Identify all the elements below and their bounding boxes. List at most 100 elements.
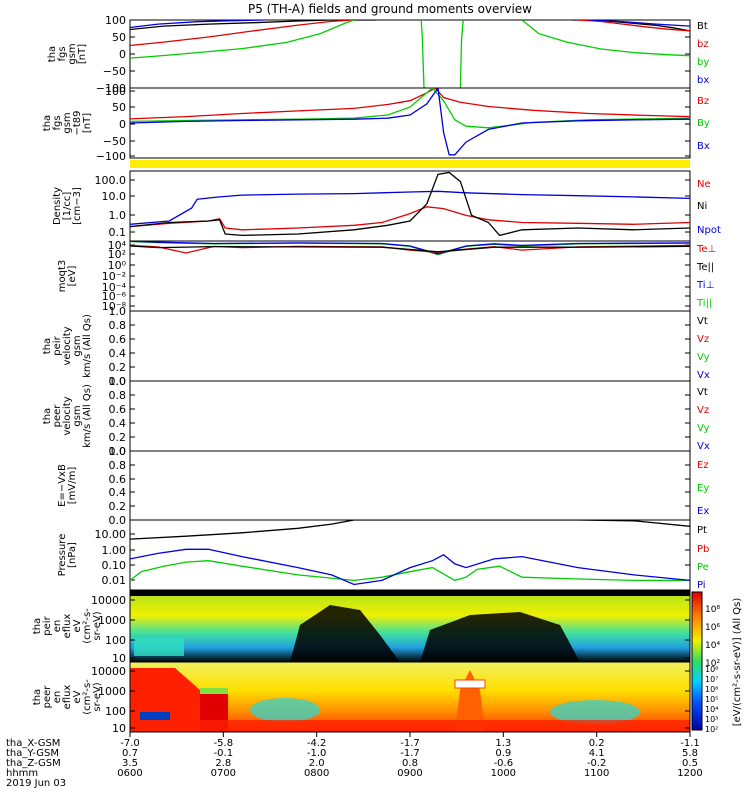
panel-frame [129, 87, 691, 159]
legend-Ey: Ey [697, 483, 709, 494]
x-row-value: 2.0 [309, 758, 325, 769]
y-tick-label: 1000 [98, 685, 126, 698]
colorbar-tick-electrons: 10⁶ [705, 685, 718, 694]
x-row-value: -7.0 [120, 738, 140, 749]
series-line-Pe [130, 560, 690, 582]
legend-Vy: Vy [697, 423, 710, 434]
y-tick-label: 0.01 [102, 574, 127, 587]
y-tick-label: −100 [96, 150, 126, 163]
series-line-by [420, 20, 427, 88]
y-tick-label: 10000 [91, 665, 126, 678]
panel-frame [129, 450, 691, 521]
panel-pressure: 10.00 1.00 0.10 0.01 Pressure [nPa] Pt Pb Pe Pi [57, 519, 709, 591]
y-axis-label: tha [42, 338, 53, 354]
y-tick-label: 0.1 [109, 226, 127, 239]
y-axis-label: [nT] [77, 44, 88, 64]
colorbar-tick-electrons: 10⁷ [705, 675, 718, 684]
legend-by: by [697, 57, 709, 68]
legend-Ez: Ez [697, 460, 709, 471]
x-time-label: 1200 [677, 768, 702, 779]
y-tick-label: 10 [112, 722, 126, 735]
quality-flag-bar [130, 160, 690, 168]
y-axis-label: E=−VxB [57, 464, 68, 507]
legend-Vz: Vz [697, 405, 709, 416]
legend-Vy: Vy [697, 352, 710, 363]
legend-Pi: Pi [697, 580, 706, 591]
y-tick-label: 10⁰ [108, 259, 127, 272]
panel-frame [129, 240, 691, 312]
y-tick-label: 0.6 [109, 403, 127, 416]
y-axis-label: km/s (All Qs) [82, 314, 93, 378]
y-tick-label: 0.0 [109, 445, 127, 458]
y-tick-label: 0.0 [109, 375, 127, 388]
series-line-by [459, 20, 464, 88]
y-axis-label: tha [42, 115, 53, 131]
x-row-label: tha_X-GSM [6, 738, 60, 749]
y-tick-label: 1.0 [109, 445, 127, 458]
y-axis-label: gsm [72, 335, 83, 356]
legend-Bx: Bx [697, 141, 710, 152]
x-time-label: 1000 [491, 768, 516, 779]
ion-spectrogram-blob [134, 638, 184, 656]
panel-frame [129, 19, 691, 89]
y-tick-label: −50 [103, 65, 126, 78]
x-row-label: tha_Z-GSM [6, 758, 61, 769]
y-axis-label: en [52, 620, 63, 633]
y-tick-label: 10² [108, 248, 126, 261]
x-row-value: -4.2 [307, 738, 327, 749]
y-axis-label: tha [42, 408, 53, 424]
legend-Vz: Vz [697, 334, 709, 345]
y-tick-label: 0.4 [109, 486, 127, 499]
series-line-Ni [130, 171, 690, 237]
series-group [130, 520, 690, 586]
legend-Ti⊥: Ti⊥ [696, 280, 714, 291]
y-axis-label: eV [72, 690, 83, 703]
colorbar-tick-electrons: 10² [705, 725, 718, 734]
y-axis-label: moqt3 [57, 260, 68, 293]
y-axis-label: fgs [52, 115, 63, 130]
panel-fgs_gsm: 100 50 0 −50 −100 tha fgs gsm [nT] Bt bz by bx [47, 14, 709, 95]
ion-spectrogram-top [130, 590, 690, 596]
legend-bz: bz [697, 39, 709, 50]
y-axis-label: velocity [62, 326, 73, 365]
colorbar-tick-ions: 10⁶ [705, 623, 720, 633]
series-group [130, 88, 690, 156]
legend-Vx: Vx [697, 370, 710, 381]
legend-Vt: Vt [697, 387, 708, 398]
legend-Te||: Te|| [696, 262, 714, 273]
y-axis-label: peer [42, 685, 53, 709]
panel-frame [129, 310, 691, 382]
y-tick-label: 50 [112, 31, 126, 44]
x-row-value: 4.1 [589, 748, 605, 759]
x-row-value: 5.8 [682, 748, 698, 759]
y-axis-label: [1/cc] [62, 192, 73, 221]
y-tick-label: 0.2 [109, 500, 127, 513]
legend-Ti||: Ti|| [696, 298, 712, 309]
y-tick-label: 100 [105, 705, 126, 718]
panel-peer_spec: 10000 1000 100 10 tha peer en eflux eV (cm²-s-sr-… [32, 661, 691, 735]
series-line-By [130, 88, 690, 129]
colorbar-tick-electrons: 10³ [705, 715, 718, 724]
series-line-Bt [130, 20, 377, 31]
y-tick-label: 100.0 [95, 174, 127, 187]
panel-density: 100.0 10.0 1.0 0.1 Density [1/cc] [cm−3] Ne Ni Np… [52, 170, 721, 242]
series-line-Pt [130, 520, 690, 540]
electron-cool-region [550, 700, 640, 724]
y-tick-label: 10 [112, 652, 126, 665]
y-tick-label: 1000 [98, 614, 126, 627]
y-axis-label: gsm [67, 43, 78, 64]
y-tick-label: 10⁻⁴ [102, 281, 127, 294]
y-axis-label: fgs [57, 46, 68, 61]
x-row-label: tha_Y-GSM [6, 748, 59, 759]
y-tick-label: 0.8 [109, 319, 127, 332]
x-row-value: -0.6 [494, 758, 514, 769]
legend-Vx: Vx [697, 441, 710, 452]
y-tick-label: 0.8 [109, 389, 127, 402]
y-axis-label: peir [42, 615, 53, 635]
x-row-value: -0.2 [587, 758, 607, 769]
y-tick-label: −50 [103, 135, 126, 148]
legend-Bt: Bt [697, 21, 708, 32]
